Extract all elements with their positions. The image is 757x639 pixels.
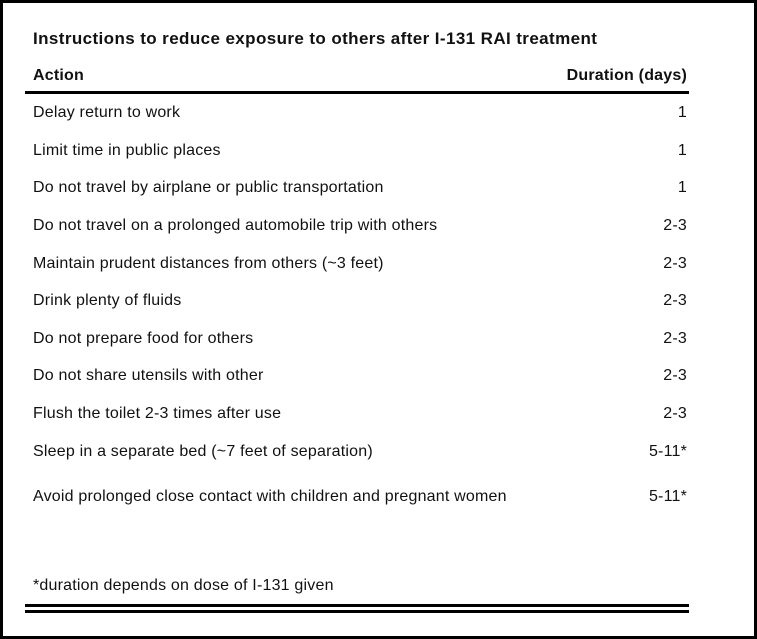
duration-cell: 2-3 [663,254,687,272]
table-row: Maintain prudent distances from others (… [25,244,689,282]
footnote: *duration depends on dose of I-131 given [33,576,334,594]
table-body: Delay return to work 1 Limit time in pub… [25,94,689,524]
column-header-duration: Duration (days) [566,67,687,84]
action-cell: Flush the toilet 2-3 times after use [33,405,282,423]
action-cell: Delay return to work [33,104,181,122]
duration-cell: 1 [677,179,687,197]
table-content: Instructions to reduce exposure to other… [25,28,689,613]
duration-cell: 2-3 [663,217,687,235]
column-header-action: Action [33,67,84,84]
duration-cell: 1 [677,104,687,122]
action-cell: Sleep in a separate bed (~7 feet of sepa… [33,442,373,460]
table-row: Sleep in a separate bed (~7 feet of sepa… [25,432,689,470]
action-cell: Do not prepare food for others [33,329,254,347]
duration-cell: 2-3 [663,405,687,423]
table-row: Drink plenty of fluids 2-3 [25,282,689,320]
action-cell: Avoid prolonged close contact with child… [33,488,507,506]
page-title: Instructions to reduce exposure to other… [33,29,598,48]
action-cell: Do not travel on a prolonged automobile … [33,217,438,235]
duration-cell: 5-11* [648,442,687,460]
duration-cell: 1 [677,141,687,159]
table-row: Flush the toilet 2-3 times after use 2-3 [25,395,689,433]
duration-cell: 5-11* [648,488,687,506]
table-row: Do not travel by airplane or public tran… [25,169,689,207]
table-header-row: Action Duration (days) [25,66,689,86]
action-cell: Do not travel by airplane or public tran… [33,179,384,197]
duration-cell: 2-3 [663,329,687,347]
table-row: Avoid prolonged close contact with child… [25,470,689,524]
table-row: Delay return to work 1 [25,94,689,132]
action-cell: Limit time in public places [33,141,221,159]
table-row: Do not share utensils with other 2-3 [25,357,689,395]
duration-cell: 2-3 [663,367,687,385]
duration-cell: 2-3 [663,292,687,310]
action-cell: Drink plenty of fluids [33,292,182,310]
bottom-divider [25,603,689,613]
header-divider [25,91,689,94]
table-row: Limit time in public places 1 [25,132,689,170]
table-row: Do not prepare food for others 2-3 [25,320,689,358]
table-row: Do not travel on a prolonged automobile … [25,207,689,245]
action-cell: Maintain prudent distances from others (… [33,254,384,272]
action-cell: Do not share utensils with other [33,367,264,385]
